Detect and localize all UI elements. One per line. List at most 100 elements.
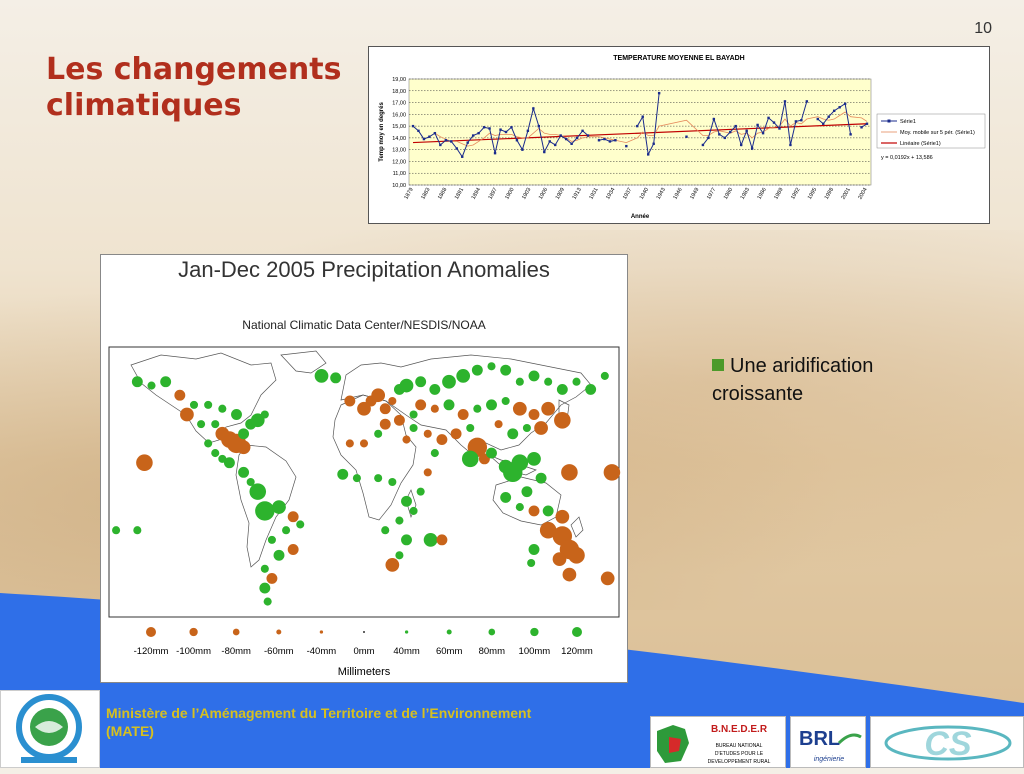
legend-label: 60mm: [436, 646, 462, 657]
wet-anomaly-dot: [197, 420, 206, 429]
moving-average-line: [434, 111, 868, 147]
legend-label: -100mm: [176, 646, 211, 657]
serie1-point: [745, 129, 748, 133]
wet-anomaly-dot: [211, 420, 220, 429]
wet-anomaly-dot: [204, 439, 213, 448]
serie1-point: [548, 140, 551, 143]
y-tick-label: 19,00: [392, 77, 406, 83]
serie1-point: [636, 124, 639, 128]
serie1-point: [783, 100, 787, 103]
wet-anomaly-dot: [263, 597, 272, 606]
linear-trend-line: [412, 123, 868, 144]
wet-anomaly-dot: [267, 535, 276, 544]
wet-anomaly-dot: [374, 474, 383, 483]
serie1-point: [586, 134, 590, 137]
wet-anomaly-dot: [260, 564, 269, 573]
serie1-point: [471, 134, 475, 137]
dry-anomaly-dot: [393, 414, 405, 426]
dry-anomaly-dot: [436, 534, 448, 546]
y-tick-label: 10,00: [392, 183, 406, 189]
wet-anomaly-dot: [352, 474, 361, 483]
wet-anomaly-dot: [218, 454, 227, 463]
wet-anomaly-dot: [528, 544, 540, 555]
footer-ministry-text: Ministère de l’Aménagement du Territoire…: [106, 704, 646, 740]
wet-anomaly-dot: [189, 400, 199, 409]
dry-anomaly-dot: [568, 547, 585, 564]
wet-anomaly-dot: [409, 423, 418, 433]
wet-anomaly-dot: [395, 516, 404, 525]
y-tick-label: 15,00: [392, 124, 406, 130]
serie1-point: [860, 126, 863, 129]
serie1-point: [625, 144, 628, 148]
x-tick-label: 1913: [572, 187, 583, 201]
wet-anomaly-dot: [528, 370, 540, 382]
dry-anomaly-dot: [415, 399, 427, 411]
legend-label: -60mm: [264, 646, 294, 657]
serie1-point: [559, 134, 562, 137]
serie1-point: [537, 124, 541, 128]
legend-swatch: [530, 627, 539, 637]
temperature-chart-svg: TEMPERATURE MOYENNE EL BAYADH 10,00 11,00…: [379, 55, 986, 220]
wet-anomaly-dot: [572, 377, 581, 386]
serie1-point: [477, 131, 480, 135]
serie1-point: [554, 143, 557, 147]
mate-logo-icon: [16, 694, 82, 763]
wet-anomaly-dot: [500, 364, 512, 376]
x-tick-label: 2004: [857, 187, 868, 201]
serie1-point: [510, 126, 513, 129]
serie1-point: [832, 109, 836, 112]
serie1-point: [482, 126, 486, 129]
dry-anomaly-dot: [539, 521, 557, 539]
legend-entry: Série1: [900, 119, 916, 125]
serie1-point: [822, 122, 825, 125]
legend-swatch: [572, 627, 582, 637]
serie1-point: [521, 148, 524, 151]
wet-anomaly-dot: [423, 532, 438, 547]
x-tick-label: 1879: [403, 187, 414, 201]
wet-anomaly-dot: [223, 457, 235, 469]
bullet-text-line: Une aridification: [730, 355, 874, 377]
slide-title-line: Les changements: [46, 52, 342, 87]
serie1-point: [685, 135, 688, 138]
bneder-logo-name: B.N.E.D.E.R: [711, 724, 768, 735]
slide-title: Les changements climatiques: [46, 52, 342, 124]
wet-anomaly-dot: [282, 526, 291, 535]
wet-anomaly-dot: [250, 413, 265, 428]
dry-anomaly-dot: [512, 401, 527, 416]
wet-anomaly-dot: [487, 362, 496, 371]
wet-anomaly-dot: [330, 372, 342, 384]
x-tick-label: 1909: [555, 187, 566, 201]
wet-anomaly-dot: [542, 505, 554, 517]
serie1-point: [597, 139, 601, 142]
serie1-point: [461, 155, 464, 158]
legend-swatch: [363, 631, 365, 633]
x-tick-label: 1992: [790, 187, 801, 201]
serie1-point: [794, 120, 798, 123]
brl-logo-icon: BRL ingénierie: [799, 728, 862, 763]
cs-logo-icon: CS: [884, 725, 1012, 763]
wet-anomaly-dot: [556, 383, 568, 395]
dry-anomaly-dot: [528, 409, 540, 420]
serie1-point: [750, 147, 754, 150]
serie1-point: [718, 133, 721, 136]
legend-label: 100mm: [519, 646, 551, 657]
legend-label: 120mm: [561, 646, 593, 657]
wet-anomaly-dot: [314, 369, 329, 383]
serie1-point: [603, 137, 606, 141]
dry-anomaly-dot: [371, 388, 386, 403]
serie1-point: [701, 143, 705, 147]
wet-anomaly-dot: [246, 477, 255, 487]
map-title: Jan-Dec 2005 Precipitation Anomalies: [178, 257, 550, 282]
serie1-point: [526, 129, 530, 133]
x-tick-label: 1998: [824, 187, 835, 201]
wet-anomaly-dot: [466, 423, 475, 433]
cs-logo-name: CS: [924, 725, 972, 763]
footer-line: (MATE): [106, 723, 154, 739]
dry-anomaly-dot: [554, 412, 571, 429]
footer-line: Ministère de l’Aménagement du Territoire…: [106, 705, 532, 721]
bullet-point: Une aridification croissante: [712, 352, 942, 408]
serie1-point: [488, 127, 491, 130]
y-tick-label: 11,00: [393, 171, 406, 177]
wet-anomaly-dot: [399, 378, 414, 393]
serie1-point: [581, 129, 584, 133]
